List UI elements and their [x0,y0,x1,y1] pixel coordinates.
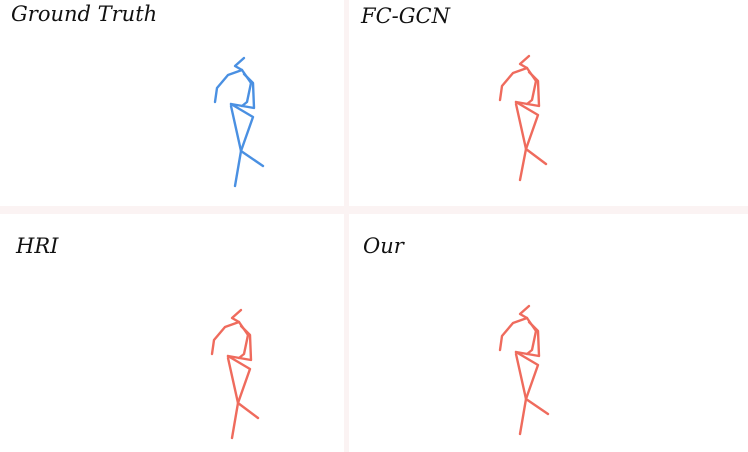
panel-our: Our [349,214,748,452]
pose-skeleton-figure [0,0,344,206]
skeleton-arm-left [215,70,242,102]
skeleton-spine [527,331,536,354]
skeleton-arm-left [500,68,527,100]
pose-skeleton-figure [0,214,344,452]
panel-ground-truth: Ground Truth [0,0,344,206]
skeleton-torso [231,74,254,108]
skeleton-spine [527,81,536,104]
skeleton-arm-left [500,318,527,350]
skeleton-torso [228,326,251,360]
pose-skeleton-figure [349,214,748,452]
panel-fc-gcn: FC-GCN [349,0,748,206]
skeleton-torso [516,322,539,356]
panel-hri: HRI [0,214,344,452]
pose-skeleton-figure [349,0,748,206]
skeleton-spine [242,83,251,106]
skeleton-arm-left [212,322,239,354]
skeleton-spine [239,335,248,358]
skeleton-torso [516,72,539,106]
